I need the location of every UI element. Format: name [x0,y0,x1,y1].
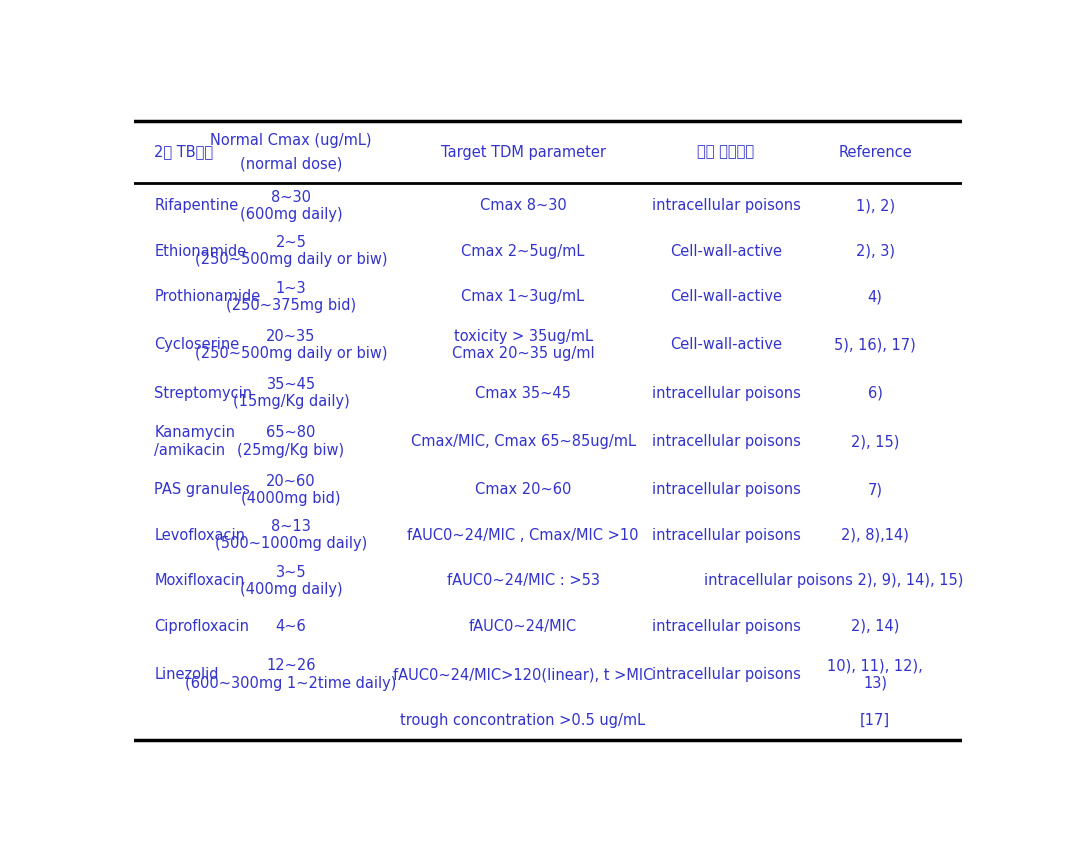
Text: Reference: Reference [838,145,912,160]
Text: Prothionamide: Prothionamide [154,289,261,304]
Text: intracellular poisons: intracellular poisons [651,667,801,682]
Text: 20~35: 20~35 [266,329,315,343]
Text: Cmax 2~5ug/mL: Cmax 2~5ug/mL [462,244,585,259]
Text: (600~300mg 1~2time daily): (600~300mg 1~2time daily) [185,676,397,690]
Text: (400mg daily): (400mg daily) [239,582,342,597]
Text: 12~26: 12~26 [266,658,315,673]
Text: Kanamycin: Kanamycin [154,426,235,441]
Text: intracellular poisons: intracellular poisons [651,198,801,213]
Text: 5), 16), 17): 5), 16), 17) [834,338,916,353]
Text: (normal dose): (normal dose) [239,157,342,171]
Text: 4~6: 4~6 [276,618,307,634]
Text: Streptomycin: Streptomycin [154,386,252,401]
Text: 8~30: 8~30 [272,190,311,205]
Text: Ciprofloxacin: Ciprofloxacin [154,618,249,634]
Text: fAUC0~24/MIC>120(linear), t >MIC: fAUC0~24/MIC>120(linear), t >MIC [392,667,653,682]
Text: 10), 11), 12),: 10), 11), 12), [827,658,923,673]
Text: (4000mg bid): (4000mg bid) [242,491,341,506]
Text: trough concontration >0.5 ug/mL: trough concontration >0.5 ug/mL [401,712,646,728]
Text: (600mg daily): (600mg daily) [239,206,342,222]
Text: /amikacin: /amikacin [154,442,226,458]
Text: toxicity > 35ug/mL: toxicity > 35ug/mL [453,329,592,343]
Text: (15mg/Kg daily): (15mg/Kg daily) [233,394,350,409]
Text: Rifapentine: Rifapentine [154,198,238,213]
Text: Cell-wall-active: Cell-wall-active [670,244,783,259]
Text: 1~3: 1~3 [276,281,307,295]
Text: 2), 8),14): 2), 8),14) [841,528,909,543]
Text: Cmax 8~30: Cmax 8~30 [480,198,567,213]
Text: 2), 14): 2), 14) [851,618,899,634]
Text: Cmax 35~45: Cmax 35~45 [475,386,571,401]
Text: Linezolid: Linezolid [154,667,219,682]
Text: 작용 메케니즘: 작용 메케니즘 [697,145,755,160]
Text: intracellular poisons: intracellular poisons [651,482,801,497]
Text: Cycloserine: Cycloserine [154,338,239,353]
Text: intracellular poisons: intracellular poisons [651,386,801,401]
Text: intracellular poisons: intracellular poisons [651,528,801,543]
Text: Cmax/MIC, Cmax 65~85ug/mL: Cmax/MIC, Cmax 65~85ug/mL [410,434,635,449]
Text: 2~5: 2~5 [276,235,307,250]
Text: Normal Cmax (ug/mL): Normal Cmax (ug/mL) [211,133,372,148]
Text: Cmax 1~3ug/mL: Cmax 1~3ug/mL [462,289,585,304]
Text: fAUC0~24/MIC: fAUC0~24/MIC [469,618,577,634]
Text: Target TDM parameter: Target TDM parameter [440,145,605,160]
Text: 2차 TB약물: 2차 TB약물 [154,145,214,160]
Text: intracellular poisons 2), 9), 14), 15): intracellular poisons 2), 9), 14), 15) [704,574,963,588]
Text: 2), 3): 2), 3) [855,244,895,259]
Text: 2), 15): 2), 15) [851,434,899,449]
Text: Cell-wall-active: Cell-wall-active [670,289,783,304]
Text: Ethionamide: Ethionamide [154,244,247,259]
Text: fAUC0~24/MIC , Cmax/MIC >10: fAUC0~24/MIC , Cmax/MIC >10 [407,528,639,543]
Text: 7): 7) [868,482,883,497]
Text: Cmax 20~35 ug/ml: Cmax 20~35 ug/ml [452,346,594,361]
Text: 3~5: 3~5 [276,564,307,580]
Text: Moxifloxacin: Moxifloxacin [154,574,245,588]
Text: Cmax 20~60: Cmax 20~60 [475,482,571,497]
Text: fAUC0~24/MIC : >53: fAUC0~24/MIC : >53 [447,574,600,588]
Text: 20~60: 20~60 [266,474,315,489]
Text: (250~375mg bid): (250~375mg bid) [226,298,356,313]
Text: [17]: [17] [861,712,890,728]
Text: PAS granules: PAS granules [154,482,250,497]
Text: (250~500mg daily or biw): (250~500mg daily or biw) [195,346,387,361]
Text: 35~45: 35~45 [266,377,315,393]
Text: Levofloxacin: Levofloxacin [154,528,246,543]
Text: 6): 6) [868,386,883,401]
Text: 8~13: 8~13 [272,519,311,534]
Text: 13): 13) [863,676,887,690]
Text: intracellular poisons: intracellular poisons [651,618,801,634]
Text: 1), 2): 1), 2) [855,198,895,213]
Text: 4): 4) [868,289,883,304]
Text: intracellular poisons: intracellular poisons [651,434,801,449]
Text: (500~1000mg daily): (500~1000mg daily) [215,536,367,552]
Text: (250~500mg daily or biw): (250~500mg daily or biw) [195,252,387,267]
Text: Cell-wall-active: Cell-wall-active [670,338,783,353]
Text: 65~80: 65~80 [266,426,315,441]
Text: (25mg/Kg biw): (25mg/Kg biw) [237,442,344,458]
